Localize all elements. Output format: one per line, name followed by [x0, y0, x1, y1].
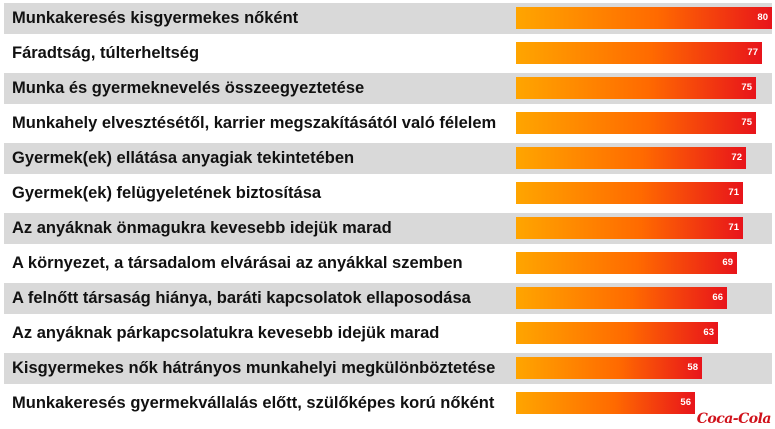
category-label: Az anyáknak önmagukra kevesebb idejük ma…: [12, 219, 392, 237]
bar: 75: [516, 77, 756, 99]
category-label: Gyermek(ek) felügyeletének biztosítása: [12, 184, 322, 202]
bar-value-label: 58: [687, 362, 698, 373]
category-label: A környezet, a társadalom elvárásai az a…: [12, 254, 463, 272]
bar-value-label: 56: [680, 397, 691, 408]
bar-value-label: 63: [703, 327, 714, 338]
chart-row: A környezet, a társadalom elvárásai az a…: [4, 248, 772, 279]
bar-value-label: 75: [741, 82, 752, 93]
chart-row: Gyermek(ek) felügyeletének biztosítása 71: [4, 178, 772, 209]
chart-row: Kisgyermekes nők hátrányos munkahelyi me…: [4, 353, 772, 384]
bar-value-label: 66: [712, 292, 723, 303]
category-label: Kisgyermekes nők hátrányos munkahelyi me…: [12, 359, 496, 377]
bar: 80: [516, 7, 772, 29]
bar-value-label: 71: [728, 187, 739, 198]
bar: 58: [516, 357, 702, 379]
bar: 63: [516, 322, 718, 344]
category-label: Munkahely elvesztésétől, karrier megszak…: [12, 114, 497, 132]
category-label: Az anyáknak párkapcsolatukra kevesebb id…: [12, 324, 440, 342]
bar: 75: [516, 112, 756, 134]
category-label: Munkakeresés kisgyermekes nőként: [12, 9, 299, 27]
bar: 72: [516, 147, 746, 169]
bar-value-label: 77: [747, 47, 758, 58]
category-label: Gyermek(ek) ellátása anyagiak tekintetéb…: [12, 149, 355, 167]
chart-row: Munkahely elvesztésétől, karrier megszak…: [4, 108, 772, 139]
bar: 69: [516, 252, 737, 274]
category-label: Munkakeresés gyermekvállalás előtt, szül…: [12, 394, 495, 412]
chart-row: Fáradtság, túlterheltség 77: [4, 38, 772, 69]
bar-value-label: 69: [722, 257, 733, 268]
bar-value-label: 75: [741, 117, 752, 128]
bar: 56: [516, 392, 695, 414]
bar: 77: [516, 42, 762, 64]
category-label: Fáradtság, túlterheltség: [12, 44, 200, 62]
chart-row: Az anyáknak önmagukra kevesebb idejük ma…: [4, 213, 772, 244]
bar-value-label: 80: [757, 12, 768, 23]
bar: 66: [516, 287, 727, 309]
coca-cola-logo: Coca-Cola: [696, 411, 772, 427]
bar: 71: [516, 182, 743, 204]
chart-row: Munkakeresés gyermekvállalás előtt, szül…: [4, 388, 772, 419]
category-label: Munka és gyermeknevelés összeegyeztetése: [12, 79, 365, 97]
chart-row: Az anyáknak párkapcsolatukra kevesebb id…: [4, 318, 772, 349]
bar-value-label: 72: [731, 152, 742, 163]
chart-row: Munkakeresés kisgyermekes nőként 80: [4, 3, 772, 34]
bar: 71: [516, 217, 743, 239]
chart-row: Gyermek(ek) ellátása anyagiak tekintetéb…: [4, 143, 772, 174]
bar-value-label: 71: [728, 222, 739, 233]
chart-row: Munka és gyermeknevelés összeegyeztetése…: [4, 73, 772, 104]
category-label: A felnőtt társaság hiánya, baráti kapcso…: [12, 289, 471, 307]
chart-row: A felnőtt társaság hiánya, baráti kapcso…: [4, 283, 772, 314]
